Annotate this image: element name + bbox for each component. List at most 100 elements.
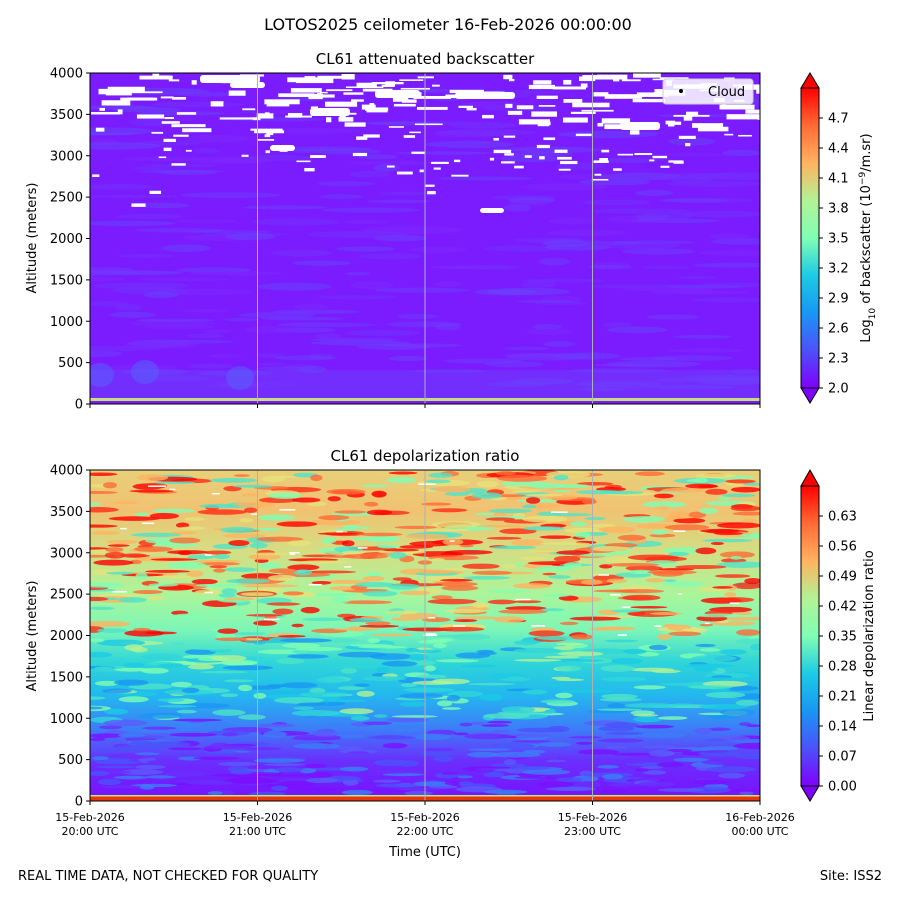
texture-streak (272, 608, 294, 615)
texture-streak (221, 588, 238, 595)
texture-streak (114, 667, 152, 672)
texture-streak (317, 150, 380, 155)
texture-streak (503, 759, 517, 766)
texture-streak (474, 288, 537, 296)
y-tick-label: 3000 (50, 149, 83, 164)
texture-streak (276, 521, 318, 527)
colorbar2-ticks: 0.00 0.07 0.14 0.21 0.28 0.35 0.42 0.49 0.56 0.63 (819, 510, 857, 795)
cloud-patch (101, 100, 131, 106)
texture-streak (556, 550, 591, 555)
texture-streak (555, 777, 584, 783)
texture-streak (513, 647, 562, 654)
colorbar2-top-extension (800, 468, 820, 487)
cloud-patch (136, 114, 165, 119)
texture-streak (521, 769, 571, 775)
texture-streak (435, 659, 480, 663)
texture-streak (403, 687, 455, 693)
texture-streak (613, 589, 665, 594)
cloud-patch (536, 95, 558, 100)
figure-suptitle: LOTOS2025 ceilometer 16-Feb-2026 00:00:0… (264, 15, 632, 34)
texture-streak (169, 537, 201, 544)
texture-streak (673, 757, 709, 762)
x-tick-date: 15-Feb-2026 (390, 811, 459, 824)
texture-streak (538, 257, 570, 266)
cloud-patch (454, 159, 461, 163)
texture-streak (557, 651, 604, 657)
texture-streak (577, 749, 620, 755)
texture-streak (298, 560, 349, 564)
cloud-patch (721, 104, 727, 109)
texture-streak (218, 593, 237, 598)
cloud-patch (668, 160, 683, 163)
texture-streak (651, 529, 668, 535)
cloud-patch (287, 113, 303, 118)
texture-streak (513, 658, 562, 662)
texture-streak (508, 733, 552, 737)
x-tick-time: 23:00 UTC (564, 825, 621, 838)
texture-streak (287, 540, 312, 547)
colorbar-tick-label: 4.4 (828, 142, 849, 157)
texture-streak (483, 772, 505, 778)
texture-streak (388, 355, 429, 361)
cloud-patch (117, 109, 123, 115)
cloud-patch (127, 97, 158, 101)
texture-streak (699, 282, 760, 288)
cloud-patch (480, 208, 504, 213)
cloud-patch (324, 101, 358, 107)
colorbar-tick-label: 0.56 (828, 540, 857, 555)
y-tick-label: 2500 (50, 191, 83, 206)
texture-streak (479, 693, 504, 701)
colorbar2-bottom-extension (800, 785, 820, 802)
texture-streak (157, 698, 185, 702)
cloud-patch (554, 149, 568, 153)
texture-streak (209, 477, 258, 483)
panel1-ylabel: Altitude (meters) (25, 183, 40, 294)
texture-streak (412, 733, 451, 740)
texture-streak (276, 780, 316, 787)
texture-streak (275, 355, 337, 361)
texture-streak (169, 531, 198, 535)
texture-streak (280, 682, 318, 689)
panel2-xlabel: Time (UTC) (388, 845, 461, 860)
texture-streak (417, 639, 448, 644)
texture-streak (322, 555, 357, 558)
texture-streak (178, 727, 201, 732)
texture-streak (435, 129, 537, 136)
texture-streak (725, 479, 756, 484)
texture-streak (187, 664, 215, 670)
texture-streak (607, 702, 626, 710)
texture-streak (441, 771, 459, 775)
texture-streak (299, 365, 326, 374)
texture-streak (490, 743, 536, 749)
texture-streak (223, 679, 254, 683)
texture-streak (213, 568, 226, 573)
texture-streak (121, 156, 209, 162)
texture-streak (528, 630, 565, 637)
texture-streak (356, 343, 432, 351)
cloud-patch (501, 161, 515, 164)
texture-streak (90, 524, 118, 528)
cloud-patch (665, 120, 676, 125)
cloud-patch (692, 123, 724, 128)
cloud-patch (528, 84, 555, 90)
texture-streak (484, 245, 563, 252)
texture-streak (90, 706, 103, 710)
cloud-patch (581, 109, 614, 112)
texture-streak (145, 775, 177, 779)
texture-streak (553, 474, 569, 481)
texture-streak (705, 488, 728, 495)
texture-streak (519, 183, 610, 191)
texture-streak (133, 546, 173, 552)
texture-streak (413, 649, 442, 654)
texture-streak (672, 334, 732, 339)
texture-streak (540, 608, 565, 612)
cloud-patch (427, 191, 436, 195)
texture-streak (634, 471, 665, 477)
texture-streak (386, 476, 417, 484)
texture-streak (257, 366, 306, 371)
texture-streak (103, 719, 148, 727)
texture-streak (574, 382, 661, 387)
texture-streak (233, 474, 250, 477)
texture-streak (373, 714, 388, 718)
